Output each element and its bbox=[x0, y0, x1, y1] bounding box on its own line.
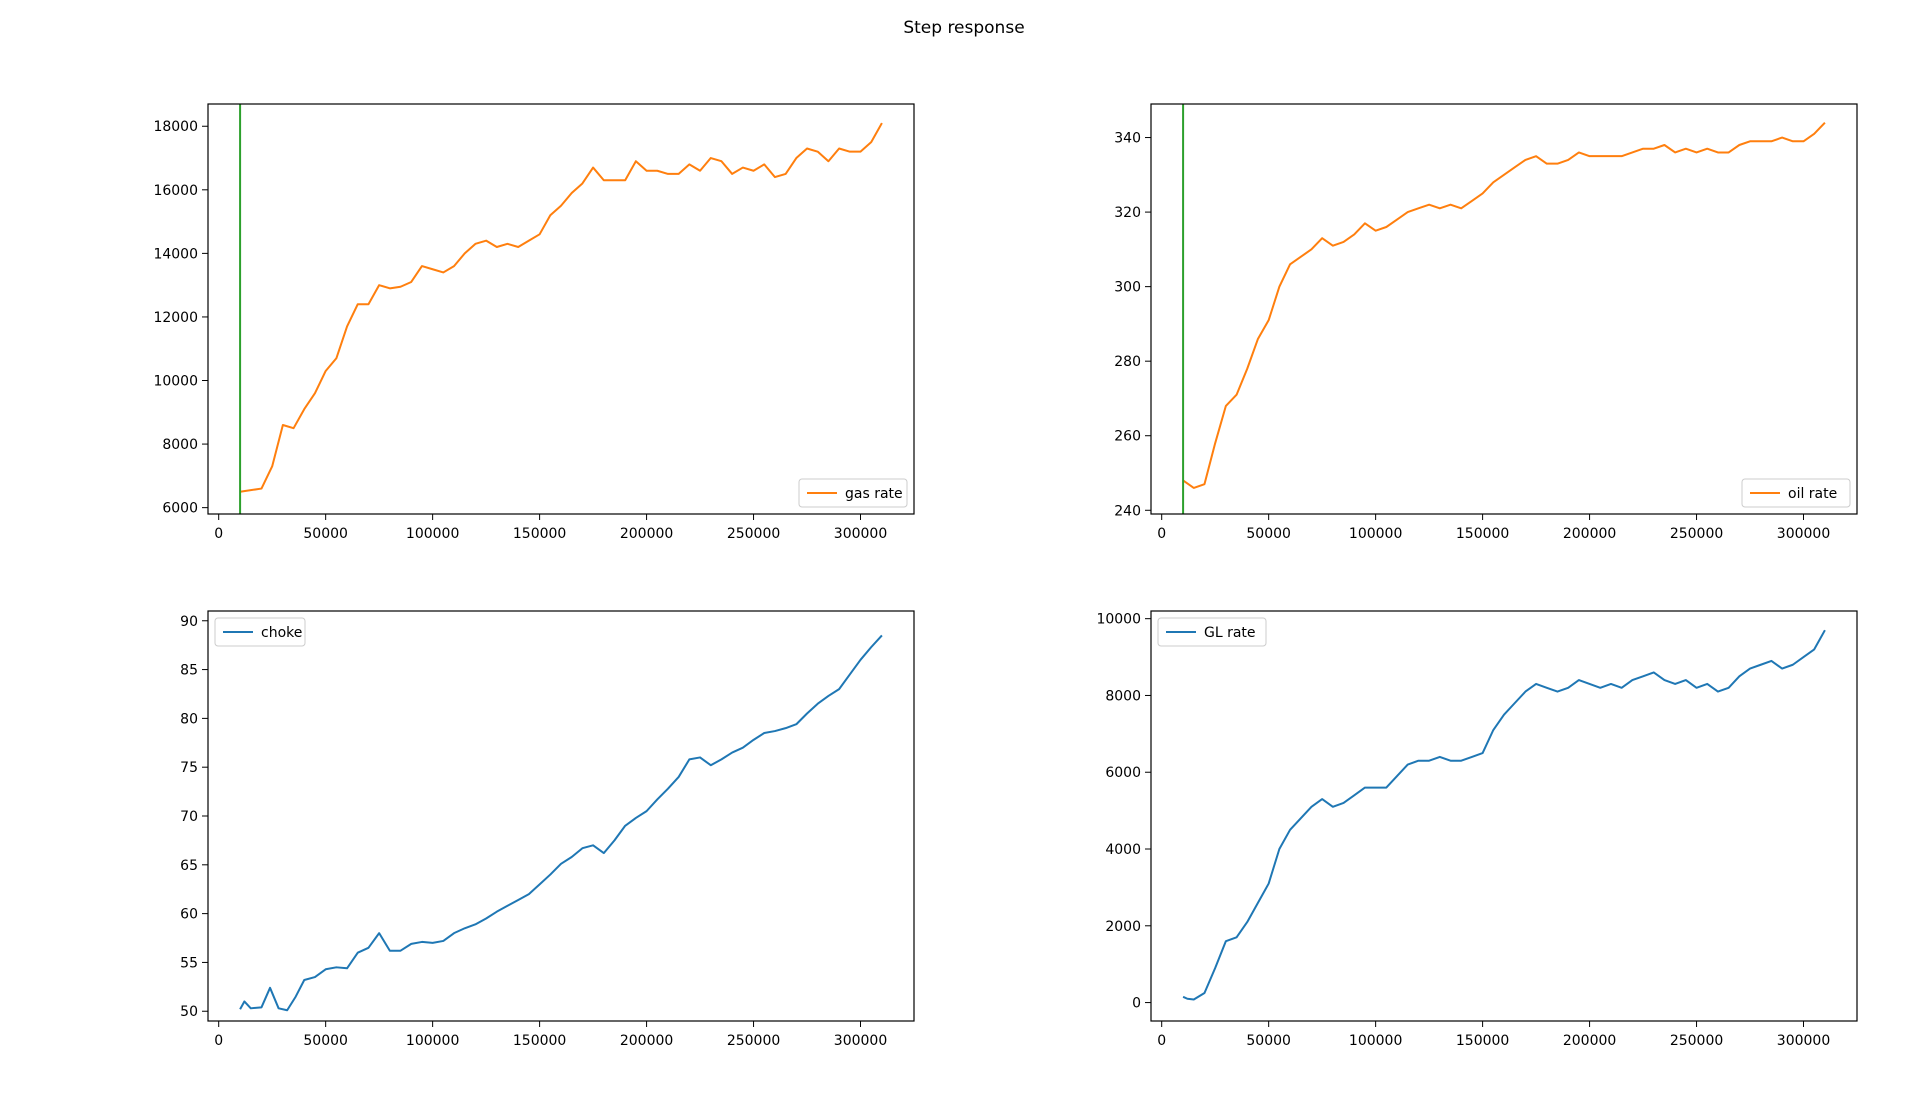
x-tick-label: 300000 bbox=[1777, 1033, 1830, 1049]
x-tick-label: 150000 bbox=[513, 1033, 566, 1049]
x-tick-label: 100000 bbox=[406, 1033, 459, 1049]
y-tick-label: 85 bbox=[180, 663, 198, 679]
legend-label: gas rate bbox=[845, 486, 903, 502]
x-tick-label: 0 bbox=[1157, 1033, 1166, 1049]
series-line-choke bbox=[239, 634, 883, 1012]
subplots: 0 50000 100000 150000 200000 250000 3000006000… bbox=[153, 103, 1858, 1049]
y-tick-label: 8000 bbox=[1105, 688, 1141, 704]
x-tick-label: 100000 bbox=[1349, 526, 1402, 542]
legend-box bbox=[214, 617, 306, 647]
x-tick-label: 300000 bbox=[1777, 526, 1830, 542]
y-tick-label: 10000 bbox=[153, 374, 198, 390]
legend-box bbox=[798, 478, 908, 508]
x-tick-label: 50000 bbox=[303, 1033, 348, 1049]
legend-label: oil rate bbox=[1788, 486, 1837, 502]
series-line-gl-rate bbox=[1182, 629, 1826, 1001]
legend: oil rate bbox=[1741, 478, 1851, 508]
x-tick-label: 150000 bbox=[513, 526, 566, 542]
legend-box bbox=[1157, 617, 1267, 647]
y-tick-label: 18000 bbox=[153, 119, 198, 135]
x-tick-label: 150000 bbox=[1456, 1033, 1509, 1049]
y-tick-label: 340 bbox=[1114, 131, 1141, 147]
y-tick-label: 16000 bbox=[153, 183, 198, 199]
axes-frame bbox=[1150, 610, 1858, 1022]
x-tick-label: 150000 bbox=[1456, 526, 1509, 542]
y-tick-label: 6000 bbox=[162, 501, 198, 517]
x-tick-label: 50000 bbox=[303, 526, 348, 542]
y-tick-label: 60 bbox=[180, 907, 198, 923]
axes-frame bbox=[207, 103, 915, 515]
x-tick-label: 250000 bbox=[1670, 1033, 1723, 1049]
axes-frame bbox=[1150, 103, 1858, 515]
series-line-oil-rate bbox=[1182, 121, 1826, 489]
legend: GL rate bbox=[1157, 617, 1267, 647]
y-tick-label: 50 bbox=[180, 1004, 198, 1020]
x-tick-label: 300000 bbox=[834, 1033, 887, 1049]
y-tick-label: 14000 bbox=[153, 246, 198, 262]
figure-title: Step response bbox=[903, 18, 1024, 38]
x-tick-label: 100000 bbox=[406, 526, 459, 542]
gas-rate-subplot: 0 50000 100000 150000 200000 250000 300000 6000… bbox=[153, 103, 915, 542]
x-tick-label: 100000 bbox=[1349, 1033, 1402, 1049]
x-tick-label: 50000 bbox=[1246, 526, 1291, 542]
y-tick-label: 90 bbox=[180, 614, 198, 630]
x-tick-label: 50000 bbox=[1246, 1033, 1291, 1049]
x-tick-label: 250000 bbox=[727, 1033, 780, 1049]
x-tick-label: 200000 bbox=[1563, 526, 1616, 542]
legend-label: choke bbox=[261, 625, 302, 641]
x-tick-label: 0 bbox=[214, 1033, 223, 1049]
y-tick-label: 70 bbox=[180, 809, 198, 825]
x-tick-label: 200000 bbox=[620, 1033, 673, 1049]
series-line-gas-rate bbox=[239, 122, 883, 493]
y-tick-label: 280 bbox=[1114, 354, 1141, 370]
legend-box bbox=[1741, 478, 1851, 508]
y-tick-label: 10000 bbox=[1096, 612, 1141, 628]
oil-rate-subplot: 0 50000 100000 150000 200000 250000 300000 240 2… bbox=[1114, 103, 1858, 542]
y-tick-label: 300 bbox=[1114, 280, 1141, 296]
y-tick-label: 75 bbox=[180, 760, 198, 776]
legend: gas rate bbox=[798, 478, 908, 508]
x-tick-label: 250000 bbox=[727, 526, 780, 542]
y-tick-label: 260 bbox=[1114, 429, 1141, 445]
legend-label: GL rate bbox=[1204, 625, 1256, 641]
gl-rate-subplot: 0 50000 100000 150000 200000 250000 300000 0 200… bbox=[1096, 610, 1858, 1049]
y-tick-label: 2000 bbox=[1105, 919, 1141, 935]
y-tick-label: 8000 bbox=[162, 437, 198, 453]
x-tick-label: 250000 bbox=[1670, 526, 1723, 542]
choke-subplot: 0 50000 100000 150000 200000 250000 300000 50 55… bbox=[180, 610, 915, 1049]
y-tick-label: 55 bbox=[180, 955, 198, 971]
x-tick-label: 300000 bbox=[834, 526, 887, 542]
x-tick-label: 200000 bbox=[1563, 1033, 1616, 1049]
y-tick-label: 320 bbox=[1114, 205, 1141, 221]
y-tick-label: 4000 bbox=[1105, 842, 1141, 858]
y-tick-label: 12000 bbox=[153, 310, 198, 326]
y-tick-label: 80 bbox=[180, 711, 198, 727]
x-tick-label: 0 bbox=[214, 526, 223, 542]
legend: choke bbox=[214, 617, 306, 647]
y-tick-label: 0 bbox=[1132, 996, 1141, 1012]
x-tick-label: 200000 bbox=[620, 526, 673, 542]
y-tick-label: 240 bbox=[1114, 503, 1141, 519]
y-tick-label: 65 bbox=[180, 858, 198, 874]
x-tick-label: 0 bbox=[1157, 526, 1166, 542]
y-tick-label: 6000 bbox=[1105, 765, 1141, 781]
